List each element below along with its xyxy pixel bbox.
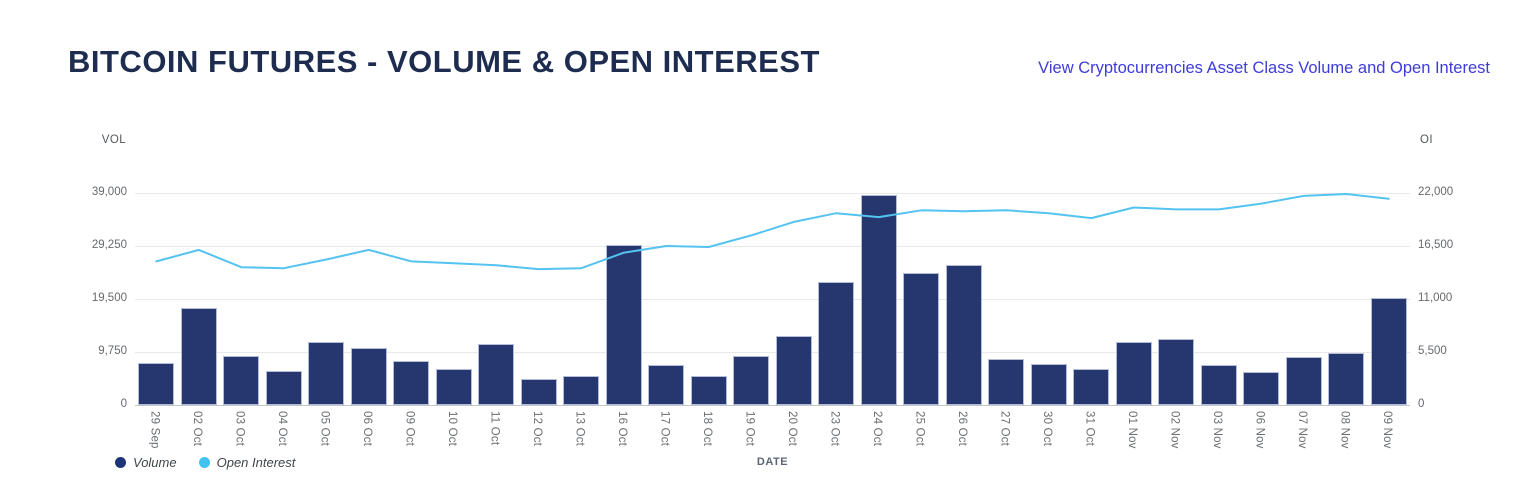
gridline xyxy=(135,246,1410,247)
x-axis-date-label: 24 Oct xyxy=(870,411,883,447)
volume-bar[interactable] xyxy=(818,282,855,405)
volume-bar[interactable] xyxy=(605,245,642,405)
left-axis-tick: 39,000 xyxy=(91,186,127,198)
volume-bar[interactable] xyxy=(1328,353,1365,405)
x-axis-date-label: 09 Oct xyxy=(403,411,416,447)
right-axis-tick: 5,500 xyxy=(1418,345,1447,357)
x-axis-date-label: 01 Nov xyxy=(1125,411,1138,449)
page-title: BITCOIN FUTURES - VOLUME & OPEN INTEREST xyxy=(68,44,820,79)
x-axis-date-label: 05 Oct xyxy=(318,411,331,447)
x-axis-date-label: 12 Oct xyxy=(530,411,543,447)
x-axis-date-label: 26 Oct xyxy=(955,411,968,447)
volume-bar[interactable] xyxy=(1030,364,1067,405)
x-axis-date-label: 03 Nov xyxy=(1210,411,1223,449)
left-axis-tick: 19,500 xyxy=(91,292,127,304)
x-axis-date-label: 06 Nov xyxy=(1253,411,1266,449)
volume-bar[interactable] xyxy=(733,356,770,405)
x-axis-date-label: 16 Oct xyxy=(615,411,628,447)
x-axis-line xyxy=(135,405,1410,406)
volume-bar[interactable] xyxy=(988,359,1025,405)
volume-bar[interactable] xyxy=(180,308,217,405)
right-axis-title: OI xyxy=(1420,134,1433,146)
volume-bar[interactable] xyxy=(435,369,472,405)
legend-dot-icon xyxy=(198,457,210,468)
x-axis-date-label: 19 Oct xyxy=(743,411,756,447)
legend-dot-icon xyxy=(115,457,126,468)
gridline xyxy=(135,193,1410,194)
legend-label: Volume xyxy=(133,455,177,470)
x-axis-date-label: 29 Sep xyxy=(148,411,161,449)
volume-bar[interactable] xyxy=(308,342,345,405)
x-axis-date-label: 25 Oct xyxy=(913,411,926,447)
volume-bar[interactable] xyxy=(520,379,557,405)
x-axis-date-label: 02 Oct xyxy=(190,411,203,447)
x-axis-date-label: 30 Oct xyxy=(1040,411,1053,447)
legend-label: Open Interest xyxy=(216,455,296,470)
x-axis-date-label: 10 Oct xyxy=(445,411,458,447)
volume-bar[interactable] xyxy=(1073,369,1110,405)
x-axis-date-label: 02 Nov xyxy=(1168,411,1181,449)
volume-bar[interactable] xyxy=(138,363,175,405)
x-axis-title: DATE xyxy=(756,456,789,468)
x-axis-date-label: 03 Oct xyxy=(233,411,246,447)
right-axis-tick: 11,000 xyxy=(1418,292,1453,304)
x-axis-date-label: 23 Oct xyxy=(828,411,841,447)
volume-bar[interactable] xyxy=(478,344,515,405)
chart-legend: Volume Open Interest xyxy=(115,455,295,470)
x-axis-date-label: 20 Oct xyxy=(785,411,798,447)
right-axis-tick: 0 xyxy=(1418,398,1425,410)
volume-bar[interactable] xyxy=(648,365,685,405)
volume-bar[interactable] xyxy=(1285,357,1322,405)
volume-bar[interactable] xyxy=(1158,339,1195,405)
volume-bar[interactable] xyxy=(1200,365,1237,405)
open-interest-line xyxy=(155,193,1390,271)
volume-bar[interactable] xyxy=(1115,342,1152,405)
left-axis-tick: 9,750 xyxy=(98,345,127,357)
volume-bar[interactable] xyxy=(1370,298,1407,405)
volume-bar[interactable] xyxy=(1243,372,1280,405)
left-axis-tick: 0 xyxy=(120,398,127,410)
x-axis-date-label: 31 Oct xyxy=(1083,411,1096,447)
x-axis-date-label: 06 Oct xyxy=(360,411,373,447)
volume-bar[interactable] xyxy=(775,336,812,405)
gridline xyxy=(135,299,1410,300)
right-axis-tick: 22,000 xyxy=(1418,186,1454,198)
volume-bar[interactable] xyxy=(265,371,302,405)
x-axis-date-label: 07 Nov xyxy=(1295,411,1308,449)
right-axis-tick: 16,500 xyxy=(1418,239,1454,251)
left-axis-tick: 29,250 xyxy=(91,239,127,251)
legend-item-volume[interactable]: Volume xyxy=(115,455,177,470)
left-axis-title: VOL xyxy=(101,134,126,146)
x-axis-date-label: 13 Oct xyxy=(573,411,586,447)
volume-bar[interactable] xyxy=(690,376,727,405)
x-axis-date-label: 17 Oct xyxy=(658,411,671,447)
volume-bar[interactable] xyxy=(903,273,940,405)
gridline xyxy=(135,352,1410,353)
x-axis-date-label: 27 Oct xyxy=(998,411,1011,447)
x-axis-date-label: 09 Nov xyxy=(1380,411,1393,449)
x-axis-date-label: 11 Oct xyxy=(488,411,501,446)
x-axis-date-label: 18 Oct xyxy=(700,411,713,447)
volume-bar[interactable] xyxy=(393,361,430,405)
volume-bar[interactable] xyxy=(860,195,897,405)
volume-bar[interactable] xyxy=(350,348,387,405)
asset-class-volume-link[interactable]: View Cryptocurrencies Asset Class Volume… xyxy=(1038,59,1490,77)
x-axis-date-label: 04 Oct xyxy=(275,411,288,447)
volume-bar[interactable] xyxy=(563,376,600,405)
volume-bar[interactable] xyxy=(945,265,982,405)
x-axis-date-label: 08 Nov xyxy=(1338,411,1351,449)
legend-item-open-interest[interactable]: Open Interest xyxy=(198,455,296,470)
volume-bar[interactable] xyxy=(223,356,260,405)
